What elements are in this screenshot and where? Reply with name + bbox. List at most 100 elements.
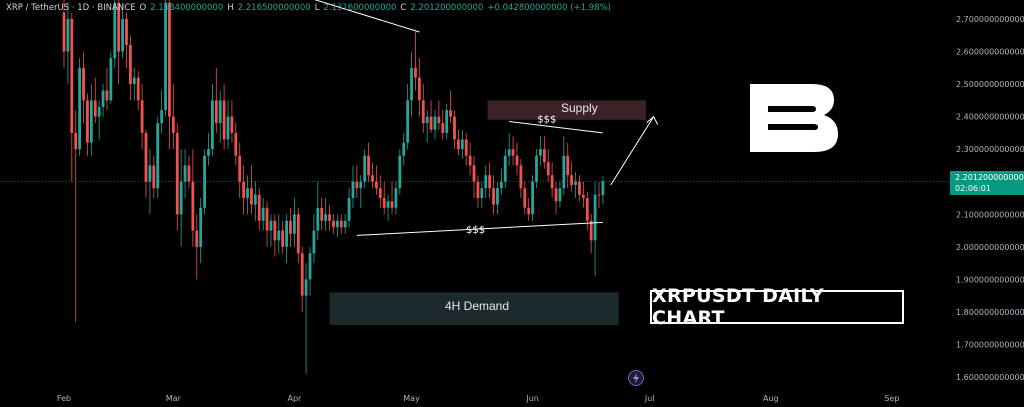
candle bbox=[156, 116, 160, 198]
candle bbox=[289, 207, 292, 247]
candle bbox=[550, 162, 554, 198]
candle-body bbox=[152, 165, 156, 189]
overlay-title: XRPUSDT DAILY CHART bbox=[650, 285, 904, 329]
time-tick-label: Apr bbox=[287, 394, 302, 403]
candle-body bbox=[566, 155, 570, 176]
candle-body bbox=[66, 19, 70, 52]
candle bbox=[398, 149, 402, 195]
demand-label: 4H Demand bbox=[445, 299, 510, 313]
candle-body bbox=[238, 155, 242, 182]
candle-body bbox=[144, 132, 148, 182]
drawings-layer: $$$ $$$ bbox=[283, 0, 659, 236]
candle-body bbox=[492, 188, 495, 205]
liquidity-line-top[interactable] bbox=[509, 121, 603, 134]
candle-body bbox=[437, 116, 441, 124]
candle bbox=[359, 175, 363, 208]
candle-body bbox=[332, 220, 335, 228]
candle bbox=[425, 110, 429, 143]
candle bbox=[343, 214, 347, 234]
high-key: H bbox=[227, 3, 234, 13]
candle bbox=[464, 132, 468, 166]
candle-body bbox=[289, 220, 292, 234]
symbol-title[interactable]: XRP / TetherUS · 1D · BINANCE bbox=[6, 3, 136, 13]
candle bbox=[527, 198, 531, 221]
candle-body bbox=[402, 142, 406, 156]
candle bbox=[394, 181, 398, 215]
candle-body bbox=[316, 207, 320, 231]
candle bbox=[332, 214, 335, 234]
candle-body bbox=[503, 155, 507, 182]
candle bbox=[581, 181, 585, 208]
candle bbox=[593, 181, 597, 277]
candle bbox=[414, 32, 417, 91]
candle bbox=[382, 181, 386, 215]
candle bbox=[101, 84, 105, 117]
candle-body bbox=[109, 58, 113, 101]
candle-body bbox=[105, 90, 109, 101]
candle bbox=[62, 0, 66, 68]
candle-body bbox=[425, 116, 429, 124]
candle bbox=[503, 149, 507, 189]
flash-icon[interactable] bbox=[628, 370, 644, 386]
candle bbox=[144, 129, 148, 198]
candle-body bbox=[429, 116, 433, 130]
candle-body bbox=[511, 149, 515, 156]
candle bbox=[250, 165, 253, 215]
candle-body bbox=[589, 220, 593, 241]
candle-body bbox=[484, 175, 488, 189]
candle bbox=[542, 136, 546, 169]
candle bbox=[589, 214, 593, 254]
time-tick-label: May bbox=[403, 394, 420, 403]
candle-body bbox=[171, 116, 175, 133]
close-key: C bbox=[400, 3, 407, 13]
candle-body bbox=[488, 175, 492, 189]
candle bbox=[367, 142, 370, 182]
candle-body bbox=[433, 116, 437, 130]
candle-body bbox=[86, 100, 89, 143]
candle-body bbox=[519, 165, 523, 189]
candle-body bbox=[277, 230, 281, 241]
trendline[interactable] bbox=[283, 0, 420, 33]
candle-body bbox=[128, 45, 132, 85]
candle bbox=[554, 181, 558, 215]
candle bbox=[574, 171, 577, 198]
candle bbox=[234, 123, 238, 166]
candle bbox=[214, 67, 218, 133]
candle-body bbox=[136, 77, 140, 101]
candle bbox=[597, 181, 601, 208]
candle-body bbox=[355, 181, 359, 189]
candle-body bbox=[441, 123, 445, 133]
time-axis[interactable]: Feb Mar Apr May Jun Jul Aug Sep bbox=[57, 394, 899, 403]
candle bbox=[78, 58, 82, 156]
candle-body bbox=[359, 181, 363, 189]
candle bbox=[316, 181, 320, 241]
candle bbox=[351, 165, 355, 208]
projection-arrow[interactable] bbox=[610, 116, 655, 186]
candle-body bbox=[246, 188, 249, 198]
candle bbox=[140, 84, 144, 150]
demand-zone[interactable] bbox=[329, 292, 619, 325]
candle-body bbox=[207, 149, 210, 156]
candle-body bbox=[62, 12, 66, 52]
candle-body bbox=[273, 220, 277, 241]
candle bbox=[445, 103, 449, 140]
candle bbox=[558, 181, 562, 208]
candle bbox=[429, 100, 433, 133]
candle bbox=[218, 90, 222, 143]
time-tick-label: Aug bbox=[763, 394, 779, 403]
candle bbox=[226, 100, 230, 150]
liquidity-line-bottom[interactable] bbox=[356, 221, 603, 236]
candle bbox=[488, 162, 492, 198]
supply-zone[interactable] bbox=[487, 100, 646, 120]
candle-body bbox=[101, 90, 105, 107]
price-tick-label: 2.500000000000 bbox=[956, 80, 1024, 89]
last-price-tag: 2.201200000000 02:06:01 bbox=[950, 171, 1024, 195]
candle-body bbox=[464, 139, 468, 156]
candle-body bbox=[417, 77, 421, 101]
candle bbox=[480, 181, 484, 208]
candle bbox=[339, 214, 343, 234]
candle bbox=[269, 214, 273, 247]
candle bbox=[371, 162, 374, 189]
low-key: L bbox=[314, 3, 320, 13]
